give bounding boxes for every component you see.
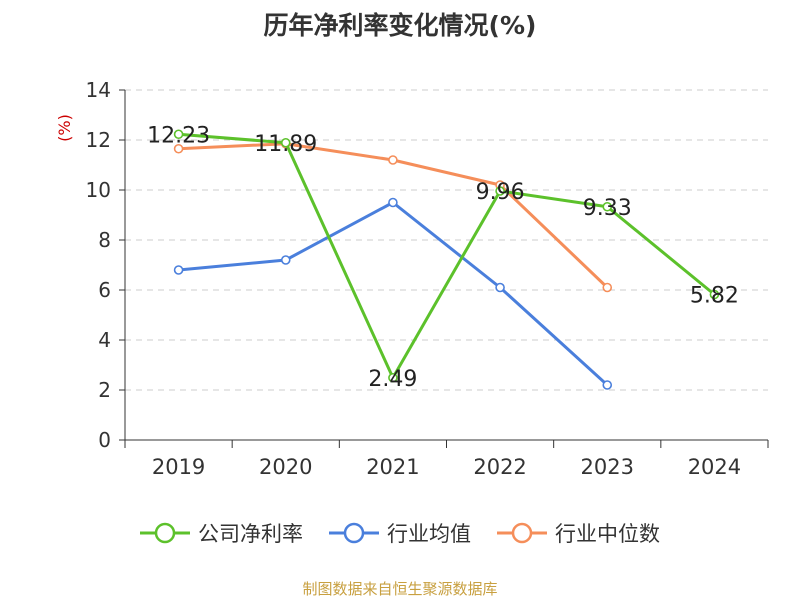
legend-item[interactable]: 公司净利率 — [140, 518, 303, 548]
data-label-layer: 12.23 11.89 2.49 9.96 9.33 5.82 — [147, 123, 739, 392]
grid-layer — [125, 89, 768, 391]
x-tick-label: 2019 — [152, 455, 205, 479]
data-label: 5.82 — [690, 284, 739, 309]
data-point — [495, 282, 505, 293]
y-tick-label: 14 — [86, 78, 111, 102]
data-label: 12.23 — [147, 123, 210, 148]
legend-marker-icon — [140, 522, 190, 544]
axis-layer: 0 2 4 6 8 10 12 14 (%) 2019 2020 2021 2022 2023 2024 — [55, 78, 769, 479]
data-point — [388, 197, 398, 208]
series-line — [178, 132, 716, 380]
chart-title: 历年净利率变化情况(%) — [263, 11, 537, 40]
data-point — [280, 137, 291, 148]
data-point — [495, 186, 505, 196]
data-label: 9.96 — [476, 180, 525, 205]
legend-label: 行业均值 — [387, 522, 471, 546]
data-point — [388, 372, 398, 383]
source-note: 制图数据来自恒生聚源数据库 — [302, 580, 498, 598]
legend-item[interactable]: 行业均值 — [329, 518, 471, 548]
series-line — [178, 142, 609, 289]
data-point — [602, 380, 613, 390]
legend-label: 公司净利率 — [198, 522, 303, 546]
x-tick-label: 2023 — [581, 455, 634, 479]
data-point — [709, 289, 720, 300]
y-tick-label: 10 — [86, 178, 111, 202]
data-point — [173, 143, 184, 154]
y-tick-label: 8 — [98, 228, 111, 252]
series-line — [178, 201, 609, 387]
legend-marker-icon — [497, 522, 547, 544]
x-tick-label: 2022 — [473, 455, 526, 479]
x-tick-label: 2020 — [259, 455, 312, 479]
legend-item[interactable]: 行业中位数 — [497, 518, 660, 548]
data-point — [280, 255, 291, 265]
legend-label: 行业中位数 — [555, 522, 660, 546]
data-point — [602, 282, 613, 293]
data-point — [173, 129, 184, 140]
data-point — [173, 265, 184, 275]
data-point — [388, 155, 398, 165]
y-tick-label: 4 — [98, 328, 111, 352]
legend: 公司净利率 行业均值 行业中位数 — [0, 518, 800, 548]
y-axis-label: (%) — [55, 114, 74, 142]
data-label: 9.33 — [583, 196, 632, 221]
y-tick-label: 12 — [86, 128, 111, 152]
legend-marker-icon — [329, 522, 379, 544]
x-tick-label: 2024 — [688, 455, 741, 479]
x-tick-label: 2021 — [366, 455, 419, 479]
series-layer — [173, 129, 720, 390]
data-label: 2.49 — [368, 367, 417, 392]
y-tick-label: 0 — [98, 428, 111, 452]
data-point — [602, 201, 613, 212]
y-tick-label: 6 — [98, 278, 111, 302]
y-tick-label: 2 — [98, 378, 111, 402]
data-label: 11.89 — [254, 132, 317, 157]
